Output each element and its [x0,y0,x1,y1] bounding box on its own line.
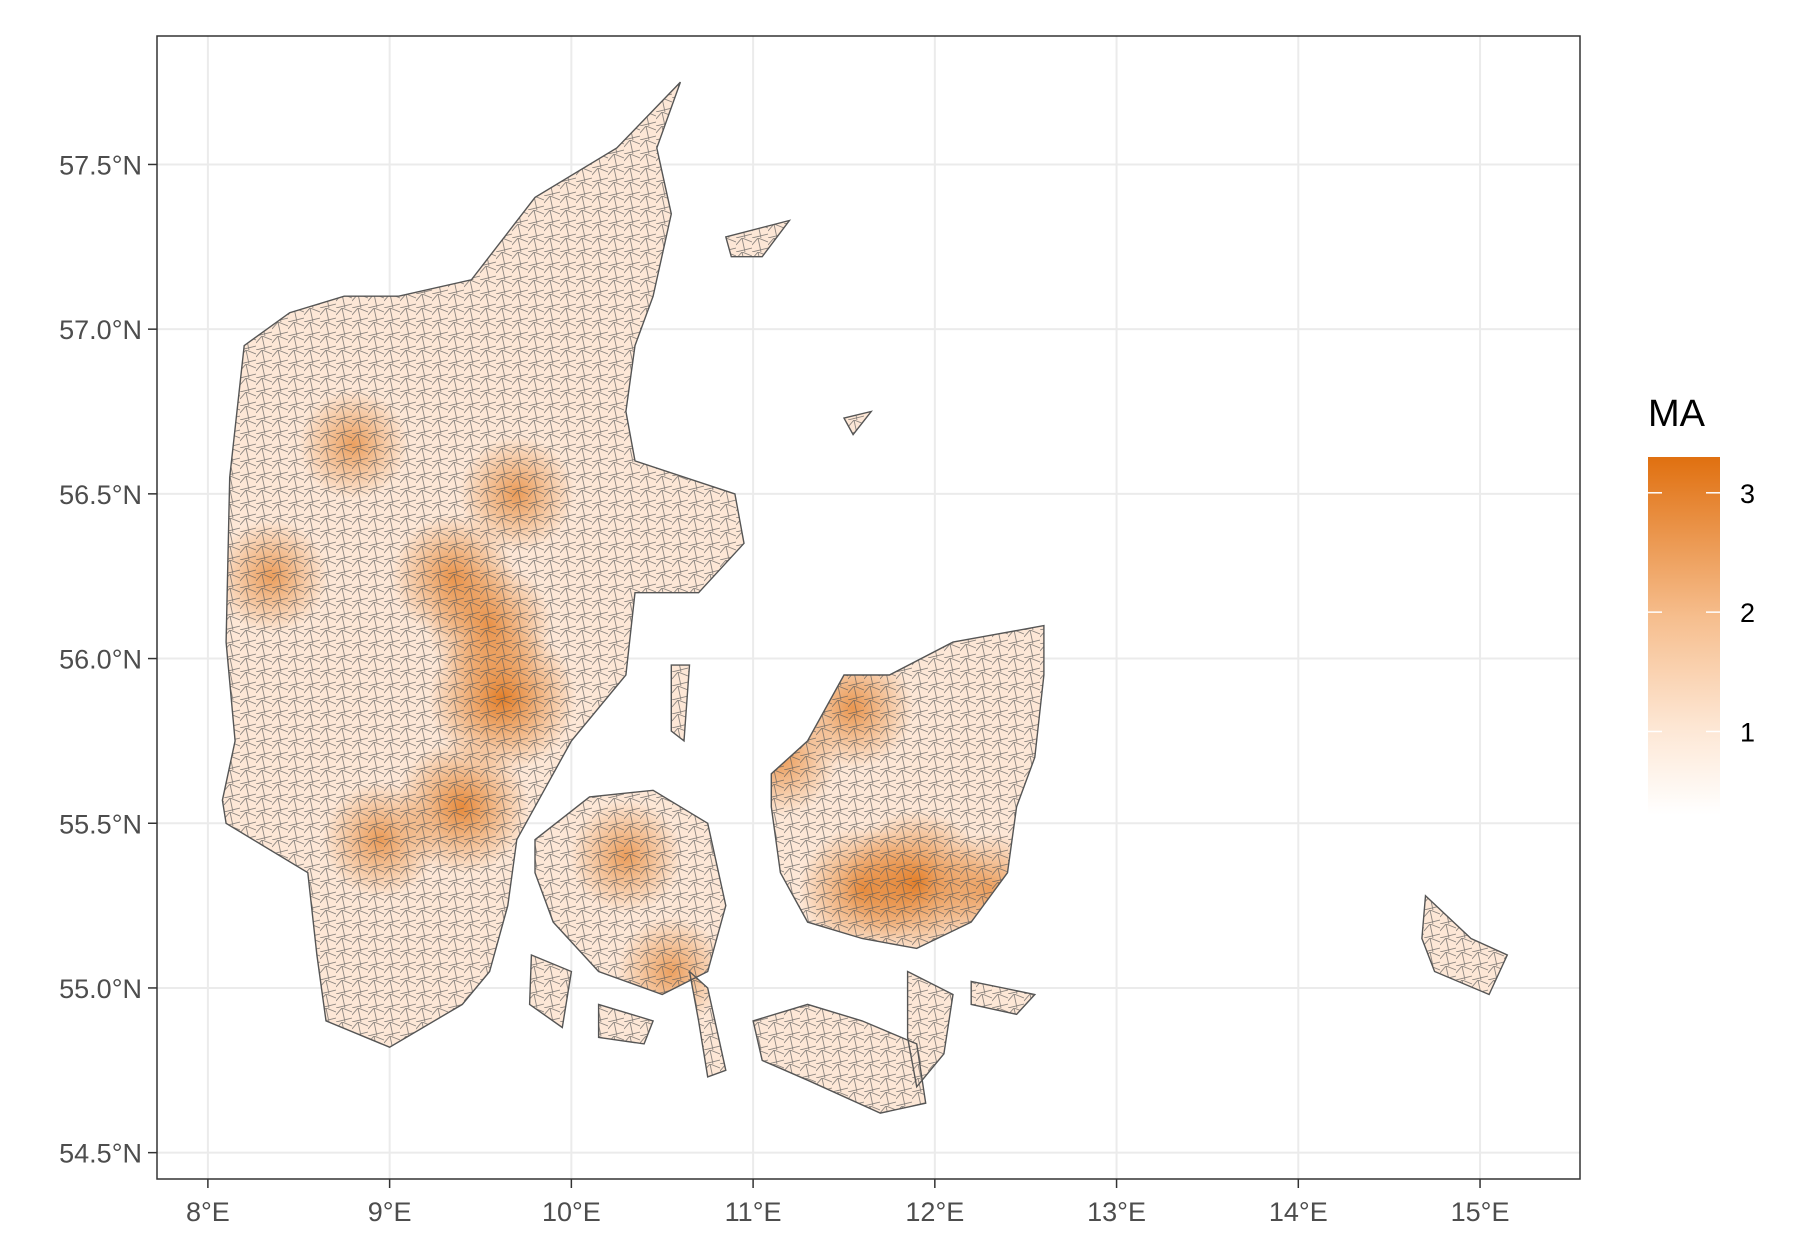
y-tick-label: 55.5°N [59,809,142,839]
y-axis: 54.5°N 55.0°N 55.5°N 56.0°N 56.5°N 57.0°N 57.5… [59,150,157,1169]
coastline-jutland [221,81,745,1048]
y-tick-label: 56.0°N [59,645,142,675]
coastline-anholt [842,410,873,436]
x-axis: 8°E 9°E 10°E 11°E 12°E 13°E 14°E 15°E [186,1179,1509,1227]
legend-tick-label: 2 [1740,598,1755,628]
coastline-zealand [770,624,1045,950]
legend-title: MA [1648,393,1706,435]
plot-border [156,35,1581,1180]
y-tick-label: 57.0°N [59,315,142,345]
x-tick-label: 10°E [542,1197,601,1227]
x-tick-label: 15°E [1451,1197,1510,1227]
coastline-moen [970,980,1037,1016]
x-tick-label: 11°E [725,1197,782,1227]
x-tick-label: 13°E [1087,1197,1146,1227]
coastline-samso [670,664,691,743]
coastline-laeso [724,219,792,258]
legend-colorbar [1648,457,1720,815]
legend: MA 1 2 3 [1648,393,1755,815]
x-tick-label: 14°E [1269,1197,1328,1227]
coastline-langeland [688,969,727,1078]
y-tick-label: 55.0°N [59,974,142,1004]
coastline-aeroe [597,1003,655,1045]
coastline-als [528,953,573,1029]
coastline-lolland [752,1003,927,1114]
y-tick-label: 56.5°N [59,480,142,510]
coastline-bornholm [1421,894,1509,996]
x-tick-label: 12°E [905,1197,964,1227]
coastline-falster [906,970,954,1089]
x-tick-label: 8°E [186,1197,230,1227]
x-tick-label: 9°E [368,1197,412,1227]
coastline-funen [534,789,727,996]
legend-ticks: 1 2 3 [1648,479,1755,747]
legend-tick-label: 1 [1740,717,1755,747]
y-tick-label: 54.5°N [59,1139,142,1169]
legend-tick-label: 3 [1740,479,1755,509]
y-tick-label: 57.5°N [59,150,142,180]
